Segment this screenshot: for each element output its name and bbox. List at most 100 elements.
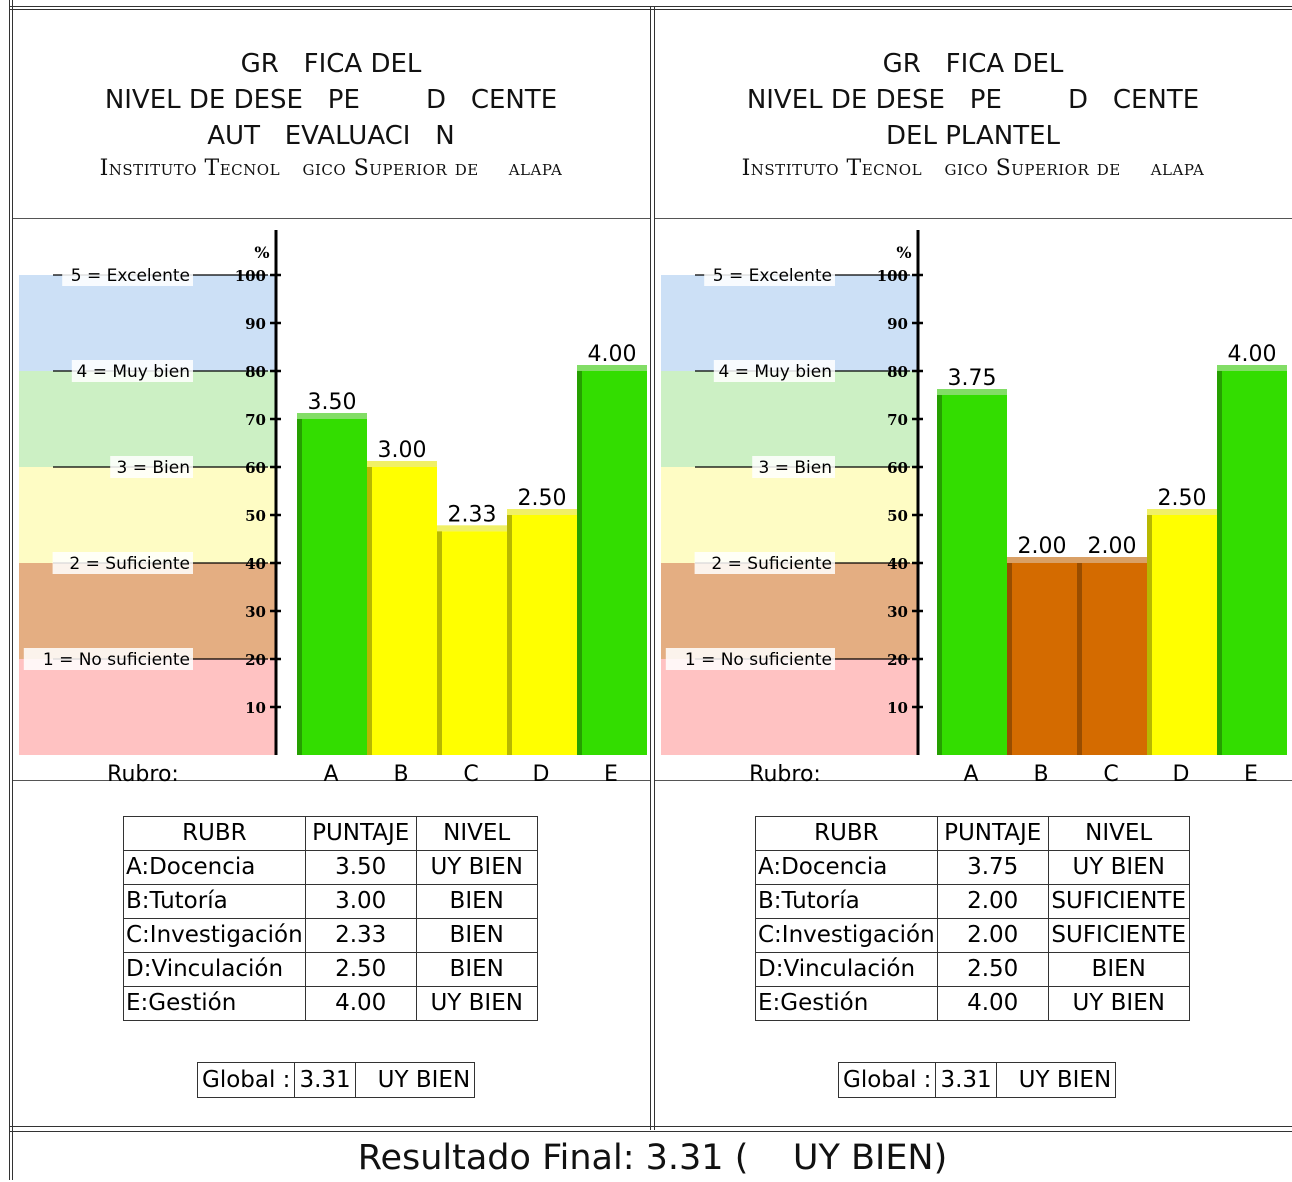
- y-tick-label: 50: [887, 507, 908, 525]
- level-label-bg: [62, 264, 194, 286]
- level-label: 2 = Suficiente: [69, 554, 190, 574]
- bar-shadow: [1077, 563, 1082, 755]
- chart-title-block: GR FICA DEL NIVEL DE DESE PE D CENTE AUT…: [13, 46, 649, 184]
- table-header-row: RUBR PUNTAJE NIVEL: [123, 816, 538, 851]
- cell-rubro: A:Docencia: [755, 850, 938, 885]
- bar-cap: [437, 525, 507, 532]
- institution-name: Instituto Tecnol gico Superior de alapa: [99, 156, 563, 181]
- cell-rubro: D:Vinculación: [123, 952, 306, 987]
- global-score-box: Global : 3.31 UY BIEN: [837, 1062, 1117, 1098]
- y-tick-label: 60: [245, 459, 266, 477]
- cell-puntaje: 3.00: [304, 884, 417, 919]
- bar: [297, 419, 367, 755]
- global-label: Global :: [837, 1062, 936, 1098]
- x-tick-label: E: [604, 762, 618, 787]
- bar-cap: [367, 461, 437, 467]
- level-band: [19, 563, 275, 659]
- data-label: 4.00: [1228, 342, 1277, 367]
- scores-table: RUBR PUNTAJE NIVEL A:Docencia 3.75 UY BI…: [755, 816, 1190, 1021]
- level-band: [661, 275, 917, 371]
- bar-cap: [1217, 365, 1287, 371]
- data-label: 4.00: [588, 342, 637, 367]
- y-tick-label: 30: [245, 603, 266, 621]
- bar-cap: [1147, 509, 1217, 515]
- table-row: C:Investigación 2.00 SUFICIENTE: [755, 918, 1190, 953]
- table-row: E:Gestión 4.00 UY BIEN: [755, 986, 1190, 1021]
- level-band: [19, 467, 275, 563]
- y-tick-label: 60: [887, 459, 908, 477]
- cell-puntaje: 2.33: [304, 918, 417, 953]
- cell-nivel: SUFICIENTE: [1047, 918, 1190, 953]
- cell-rubro: C:Investigación: [755, 918, 938, 953]
- bar-cap: [297, 413, 367, 419]
- level-label-bg: [110, 456, 193, 478]
- x-tick-label: C: [1103, 762, 1119, 787]
- x-tick-label: B: [393, 762, 409, 787]
- bar-cap: [507, 509, 577, 515]
- level-band: [19, 275, 275, 371]
- cell-puntaje: 4.00: [304, 986, 417, 1021]
- cell-rubro: E:Gestión: [755, 986, 938, 1021]
- level-label: 2 = Suficiente: [711, 554, 832, 574]
- header-nivel: NIVEL: [415, 816, 538, 851]
- level-label: 1 = No suficiente: [43, 650, 190, 670]
- rubro-axis-label: Rubro:: [107, 762, 179, 787]
- bar-shadow: [937, 395, 942, 755]
- cell-nivel: BIEN: [415, 952, 538, 987]
- bar-chart-autoevaluacion: % 100 90 80 70 60 50 40 30 20 10 5 = Excelente 4 = M…: [19, 230, 647, 755]
- data-label: 2.50: [1158, 486, 1207, 511]
- divider-title-chart-left: [13, 218, 650, 219]
- y-tick-label: 10: [887, 699, 908, 717]
- y-tick-label: 20: [887, 651, 908, 669]
- cell-puntaje: 4.00: [936, 986, 1049, 1021]
- bar-cap: [1077, 557, 1147, 563]
- bar-shadow: [1147, 515, 1152, 755]
- level-label-bg: [23, 648, 193, 670]
- level-label-bg: [752, 456, 835, 478]
- title-line-3: DEL PLANTEL: [886, 121, 1060, 151]
- cell-rubro: B:Tutoría: [123, 884, 306, 919]
- y-tick-label: 50: [245, 507, 266, 525]
- cell-nivel: UY BIEN: [415, 986, 538, 1021]
- cell-puntaje: 2.50: [304, 952, 417, 987]
- table-row: B:Tutoría 3.00 BIEN: [123, 884, 538, 919]
- global-value: 3.31: [294, 1062, 356, 1098]
- level-label: 4 = Muy bien: [76, 362, 190, 382]
- y-tick-label: 90: [245, 315, 266, 333]
- y-tick-label: 40: [887, 555, 908, 573]
- title-line-1: GR FICA DEL: [882, 49, 1064, 79]
- chart-title-block: GR FICA DEL NIVEL DE DESE PE D CENTE DEL…: [655, 46, 1291, 184]
- level-label: 3 = Bien: [759, 458, 833, 478]
- level-band: [661, 563, 917, 659]
- bar-shadow: [367, 467, 372, 755]
- rubro-axis-label: Rubro:: [749, 762, 821, 787]
- bar: [437, 531, 507, 755]
- title-line-2: NIVEL DE DESE PE D CENTE: [746, 85, 1200, 115]
- cell-rubro: A:Docencia: [123, 850, 306, 885]
- cell-nivel: UY BIEN: [1047, 986, 1190, 1021]
- center-divider: [650, 6, 655, 1130]
- level-label-bg: [694, 552, 835, 574]
- bar-cap: [937, 389, 1007, 395]
- x-tick-label: A: [323, 762, 339, 787]
- bar: [937, 395, 1007, 755]
- x-tick-label: A: [963, 762, 979, 787]
- bar: [1217, 371, 1287, 755]
- panel-plantel: GR FICA DEL NIVEL DE DESE PE D CENTE DEL…: [655, 10, 1291, 1126]
- cell-nivel: UY BIEN: [415, 850, 538, 885]
- global-score-box: Global : 3.31 UY BIEN: [196, 1062, 476, 1098]
- rubro-axis-row: Rubro: A B C D E: [655, 762, 1291, 794]
- y-tick-label: 70: [245, 411, 266, 429]
- cell-rubro: E:Gestión: [123, 986, 306, 1021]
- cell-nivel: SUFICIENTE: [1047, 884, 1190, 919]
- bar: [1007, 563, 1077, 755]
- cell-nivel: BIEN: [415, 884, 538, 919]
- data-label: 2.33: [448, 502, 497, 527]
- level-label: 3 = Bien: [117, 458, 191, 478]
- header-nivel: NIVEL: [1047, 816, 1190, 851]
- table-row: C:Investigación 2.33 BIEN: [123, 918, 538, 953]
- level-label-bg: [713, 360, 835, 382]
- level-band: [19, 659, 275, 755]
- level-band: [661, 467, 917, 563]
- x-tick-label: C: [463, 762, 479, 787]
